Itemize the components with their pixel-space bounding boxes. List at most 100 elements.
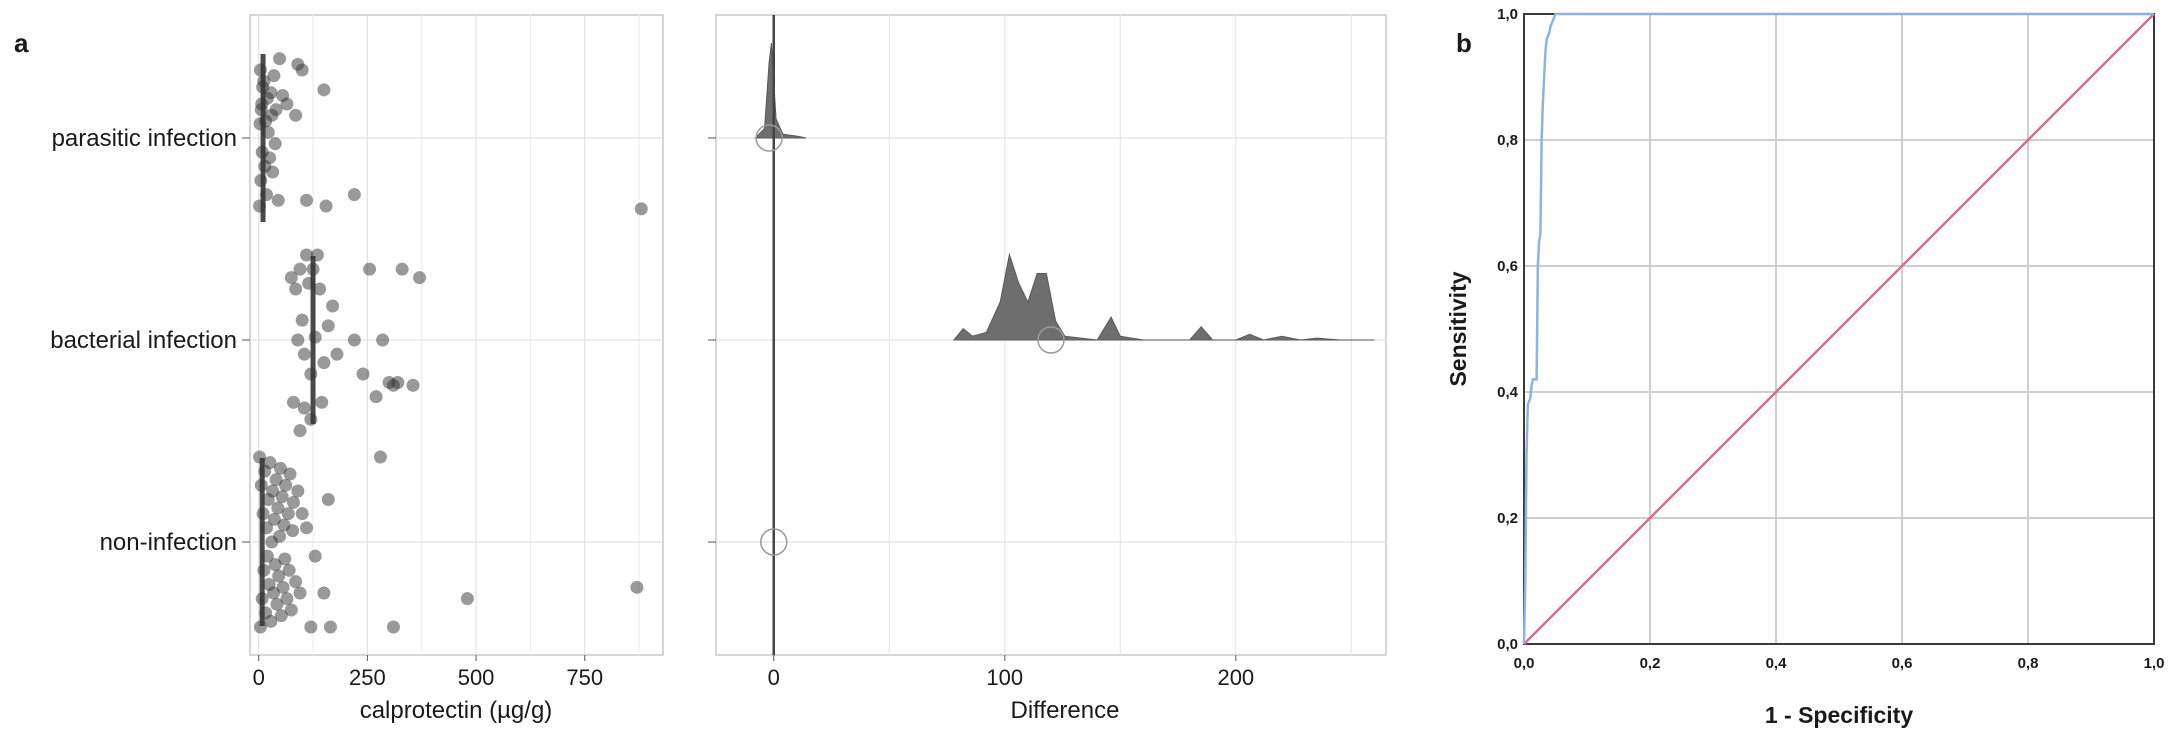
data-point bbox=[279, 478, 293, 492]
data-point bbox=[260, 549, 274, 563]
data-point bbox=[300, 521, 314, 535]
data-point bbox=[273, 529, 287, 543]
data-point bbox=[406, 378, 420, 392]
data-point bbox=[264, 86, 278, 100]
x-tick-label: 1,0 bbox=[2144, 655, 2165, 672]
data-point bbox=[315, 395, 329, 409]
roc-curve: 0,0 0,2 0,4 0,6 0,8 1,0 0,0 0,2 0,4 0,6 0,8 1,0 1 -… bbox=[1445, 6, 2164, 728]
x-axis-label: 1 - Specificity bbox=[1765, 702, 1913, 728]
data-point bbox=[308, 330, 322, 344]
data-point bbox=[295, 313, 309, 327]
data-point bbox=[295, 507, 309, 521]
data-point bbox=[313, 282, 327, 296]
data-point bbox=[302, 276, 316, 290]
difference-density-plot: 0 100 200 Difference bbox=[708, 14, 1387, 724]
data-point bbox=[283, 467, 297, 481]
data-point bbox=[272, 569, 286, 583]
y-tick-label: 0,8 bbox=[1497, 132, 1518, 149]
data-point bbox=[260, 188, 274, 202]
data-point bbox=[326, 299, 340, 313]
data-point bbox=[289, 575, 303, 589]
data-point bbox=[276, 580, 290, 594]
data-point bbox=[275, 490, 289, 504]
data-point bbox=[310, 248, 324, 262]
x-tick-label: 0 bbox=[768, 665, 780, 690]
data-point bbox=[460, 592, 474, 606]
data-point bbox=[308, 549, 322, 563]
data-point bbox=[274, 609, 288, 623]
data-point bbox=[289, 108, 303, 122]
data-point bbox=[317, 83, 331, 97]
y-tick-label: 0,0 bbox=[1497, 636, 1518, 653]
data-point bbox=[264, 614, 278, 628]
x-tick-label: 0,4 bbox=[1766, 655, 1788, 672]
x-axis-label: Difference bbox=[1011, 697, 1120, 724]
data-point bbox=[286, 395, 300, 409]
data-point bbox=[267, 512, 281, 526]
x-tick-label: 100 bbox=[986, 665, 1023, 690]
data-point bbox=[273, 52, 287, 66]
panel-a-label: a bbox=[14, 28, 29, 58]
data-point bbox=[253, 450, 267, 464]
data-point bbox=[297, 401, 311, 415]
data-point bbox=[253, 63, 267, 77]
x-tick-label: 500 bbox=[458, 665, 495, 690]
estimate-circle bbox=[1037, 326, 1065, 354]
data-point bbox=[273, 461, 287, 475]
data-point bbox=[293, 424, 307, 438]
data-point bbox=[263, 151, 277, 165]
data-point bbox=[271, 193, 285, 207]
data-point bbox=[280, 97, 294, 111]
calprotectin-strip-plot: non-infection bacterial infection parasiti… bbox=[50, 14, 664, 724]
category-label: bacterial infection bbox=[50, 327, 237, 354]
data-point bbox=[266, 165, 280, 179]
data-point bbox=[317, 356, 331, 370]
density-area bbox=[754, 42, 807, 139]
data-point bbox=[321, 493, 335, 506]
data-point bbox=[321, 319, 335, 333]
data-point bbox=[270, 597, 284, 611]
x-tick-label: 0,2 bbox=[1640, 655, 1661, 672]
density-area bbox=[952, 252, 1375, 341]
data-point bbox=[630, 580, 644, 594]
x-tick-label: 250 bbox=[349, 665, 386, 690]
data-point bbox=[293, 586, 307, 600]
data-point bbox=[300, 193, 314, 207]
data-point bbox=[376, 333, 390, 347]
category-label: non-infection bbox=[100, 529, 237, 556]
data-point bbox=[253, 620, 267, 634]
data-point bbox=[369, 390, 383, 404]
data-point bbox=[297, 347, 311, 361]
y-tick-label: 0,4 bbox=[1497, 384, 1519, 401]
data-point bbox=[254, 478, 268, 492]
data-point bbox=[284, 603, 298, 617]
roc-series-line bbox=[1522, 12, 2154, 645]
data-point bbox=[363, 262, 377, 276]
data-point bbox=[330, 347, 344, 361]
data-point bbox=[293, 262, 307, 276]
data-point bbox=[266, 484, 280, 498]
data-point bbox=[347, 333, 361, 347]
x-tick-label: 0 bbox=[253, 665, 265, 690]
data-point bbox=[263, 456, 277, 470]
data-point bbox=[278, 552, 292, 566]
data-point bbox=[395, 262, 409, 276]
data-point bbox=[391, 376, 405, 389]
data-point bbox=[323, 620, 337, 634]
data-point bbox=[282, 563, 296, 577]
data-point bbox=[289, 282, 303, 296]
data-point bbox=[281, 507, 295, 521]
data-point bbox=[286, 495, 300, 509]
data-point bbox=[291, 333, 305, 347]
data-point bbox=[634, 202, 648, 216]
data-point bbox=[356, 367, 370, 381]
x-axis-label: calprotectin (µg/g) bbox=[360, 697, 553, 724]
estimate-circle bbox=[760, 528, 788, 556]
data-point bbox=[260, 521, 274, 535]
y-tick-label: 1,0 bbox=[1497, 6, 1518, 23]
plot-border bbox=[249, 14, 664, 656]
data-point bbox=[269, 103, 283, 117]
x-tick-label: 0,6 bbox=[1892, 655, 1913, 672]
data-point bbox=[255, 592, 269, 606]
